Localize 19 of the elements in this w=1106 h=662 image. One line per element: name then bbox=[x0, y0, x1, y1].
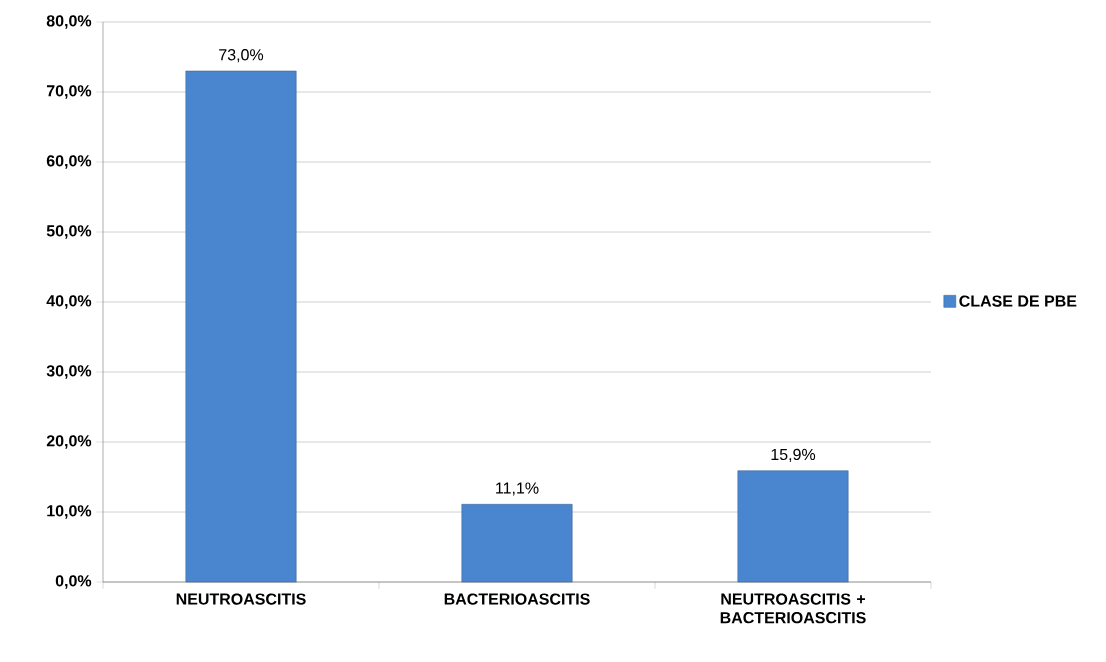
y-tick-label: 20,0% bbox=[46, 435, 92, 449]
x-tick-label: BACTERIOASCITIS bbox=[444, 593, 590, 605]
data-label: 15,9% bbox=[771, 448, 816, 462]
legend-label: CLASE DE PBE bbox=[959, 295, 1077, 307]
y-tick-label: 10,0% bbox=[47, 505, 92, 519]
data-label: 11,1% bbox=[496, 482, 539, 496]
x-tick-label: NEUTROASCITIS bbox=[176, 593, 306, 605]
bar bbox=[737, 470, 849, 583]
y-tick-label: 60,0% bbox=[46, 155, 92, 169]
y-tick-label: 80,0% bbox=[46, 15, 92, 29]
x-tick-label: NEUTROASCITIS + BACTERIOASCITIS bbox=[720, 593, 866, 624]
y-tick-label: 40,0% bbox=[46, 295, 92, 309]
bar bbox=[185, 70, 297, 583]
y-tick-label: 50,0% bbox=[46, 225, 92, 239]
bar bbox=[461, 504, 573, 583]
data-label: 73,0% bbox=[219, 49, 264, 63]
y-tick-label: 0,0% bbox=[55, 575, 92, 589]
y-tick-label: 30,0% bbox=[46, 365, 92, 379]
y-tick-label: 70,0% bbox=[46, 85, 92, 99]
